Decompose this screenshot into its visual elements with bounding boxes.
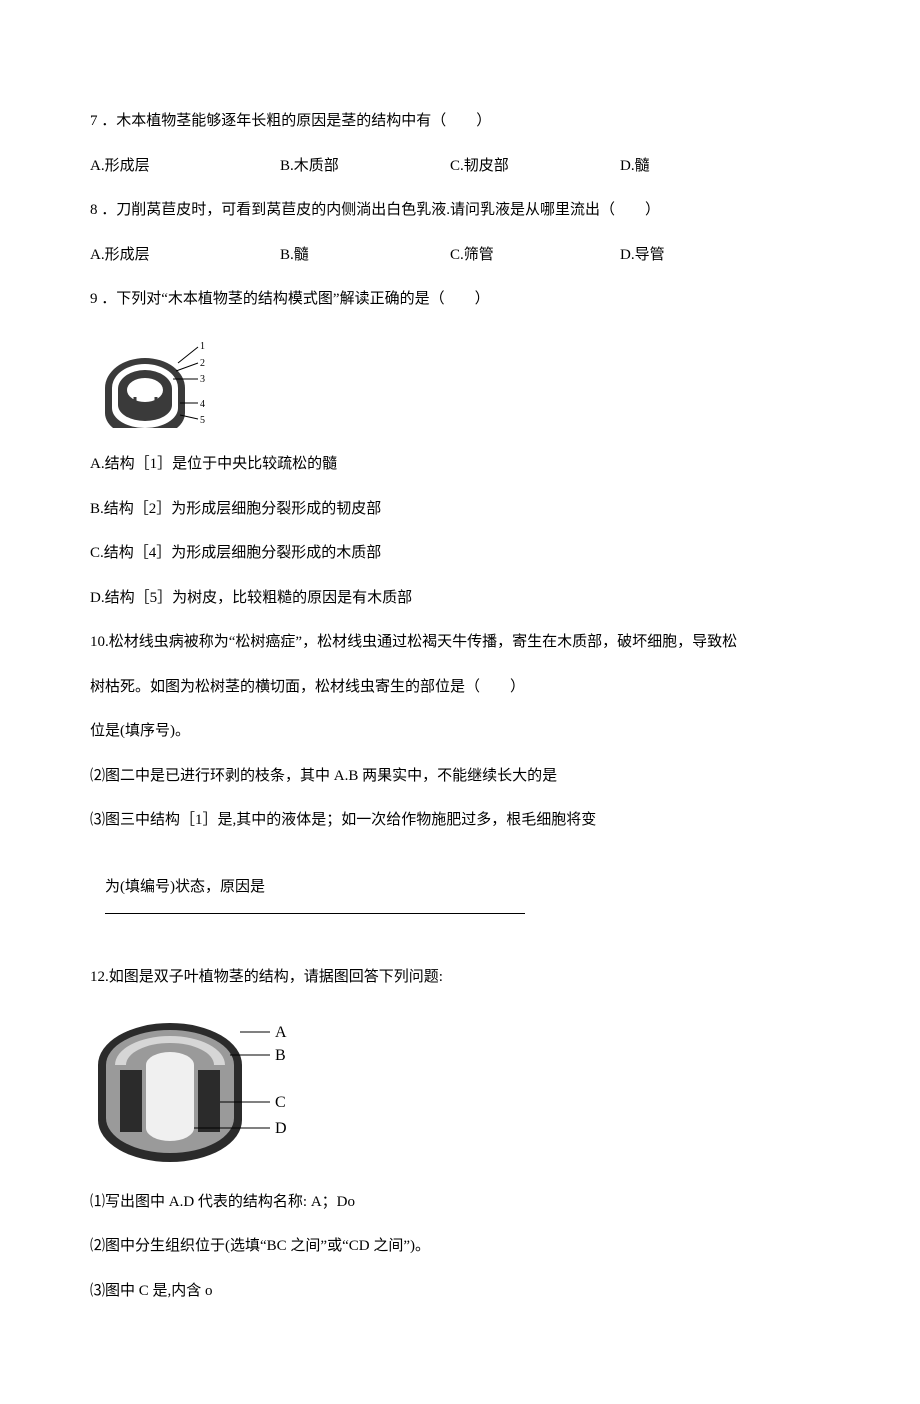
- q8-num: 8: [90, 202, 98, 218]
- q12-stem: 12.如图是双子叶植物茎的结构，请据图回答下列问题:: [90, 966, 830, 989]
- blank-fill-line: [105, 913, 525, 914]
- fig2-label-a: A: [275, 1024, 287, 1041]
- q9-num: 9: [90, 291, 98, 307]
- q12-figure: A B C D: [90, 1010, 830, 1173]
- stem-cross-section-icon: 1 2 3 4 5: [90, 333, 210, 428]
- q12-sub2: ⑵图中分生组织位于(选填“BC 之间”或“CD 之间”)。: [90, 1235, 830, 1258]
- q10-stem-line2: 树枯死。如图为松树茎的横切面，松材线虫寄生的部位是（ ）: [90, 676, 830, 699]
- q12-sub3: ⑶图中 C 是,内含 o: [90, 1280, 830, 1303]
- fig-label-4: 4: [200, 399, 205, 410]
- frag-line3b-text: 为(填编号)状态，原因是: [105, 879, 269, 895]
- q9-opt-c: C.结构［4］为形成层细胞分裂形成的木质部: [90, 542, 830, 565]
- q7-opt-d: D.髓: [620, 155, 740, 178]
- q8-opt-d: D.导管: [620, 244, 740, 267]
- q7-opt-a: A.形成层: [90, 155, 280, 178]
- fig2-label-b: B: [275, 1047, 286, 1064]
- q8-opt-a: A.形成层: [90, 244, 280, 267]
- q9-stem: 9 ．下列对“木本植物茎的结构模式图”解读正确的是（ ）: [90, 288, 830, 311]
- frag-line3a: ⑶图三中结构［1］是,其中的液体是；如一次给作物施肥过多，根毛细胞将变: [90, 809, 830, 832]
- q10-stem-line1: 10.松材线虫病被称为“松树癌症”，松材线虫通过松褐天牛传播，寄生在木质部，破坏…: [90, 631, 830, 654]
- frag-line2: ⑵图二中是已进行环剥的枝条，其中 A.B 两果实中，不能继续长大的是: [90, 765, 830, 788]
- fig-label-1: 1: [200, 341, 205, 352]
- q7-options: A.形成层 B.木质部 C.韧皮部 D.髓: [90, 155, 830, 178]
- q9-text: ．下列对“木本植物茎的结构模式图”解读正确的是（ ）: [101, 291, 489, 307]
- q7-text: ．木本植物茎能够逐年长粗的原因是茎的结构中有（ ）: [101, 113, 491, 129]
- q12-sub1: ⑴写出图中 A.D 代表的结构名称: A；Do: [90, 1191, 830, 1214]
- fig2-label-c: C: [275, 1094, 286, 1111]
- q9-opt-d: D.结构［5］为树皮，比较粗糙的原因是有木质部: [90, 587, 830, 610]
- fig-label-5: 5: [200, 415, 205, 426]
- q7-stem: 7 ．木本植物茎能够逐年长粗的原因是茎的结构中有（ ）: [90, 110, 830, 133]
- q7-opt-c: C.韧皮部: [450, 155, 620, 178]
- q8-opt-c: C.筛管: [450, 244, 620, 267]
- frag-line1: 位是(填序号)。: [90, 720, 830, 743]
- frag-line3b: 为(填编号)状态，原因是: [90, 854, 830, 944]
- q9-opt-a: A.结构［1］是位于中央比较疏松的髓: [90, 453, 830, 476]
- q7-num: 7: [90, 113, 98, 129]
- fig2-label-d: D: [275, 1120, 287, 1137]
- q8-stem: 8 ．刀削莴苣皮时，可看到莴苣皮的内侧淌出白色乳液.请问乳液是从哪里流出（ ）: [90, 199, 830, 222]
- q8-options: A.形成层 B.髓 C.筛管 D.导管: [90, 244, 830, 267]
- q8-opt-b: B.髓: [280, 244, 450, 267]
- q9-figure: 1 2 3 4 5: [90, 333, 830, 436]
- fig-label-3: 3: [200, 374, 205, 385]
- q8-text: ．刀削莴苣皮时，可看到莴苣皮的内侧淌出白色乳液.请问乳液是从哪里流出（ ）: [101, 202, 660, 218]
- q9-opt-b: B.结构［2］为形成层细胞分裂形成的韧皮部: [90, 498, 830, 521]
- fig-label-2: 2: [200, 358, 205, 369]
- dicot-stem-icon: A B C D: [90, 1010, 300, 1165]
- q7-opt-b: B.木质部: [280, 155, 450, 178]
